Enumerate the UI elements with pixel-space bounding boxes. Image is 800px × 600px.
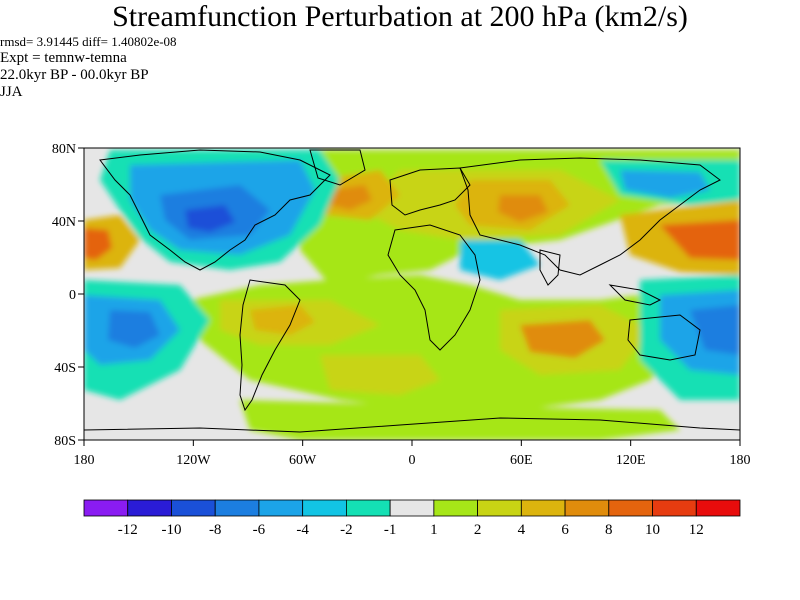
colorbar-swatch xyxy=(302,499,347,517)
lon-tick-label: 0 xyxy=(409,453,416,468)
experiment-label: Expt = temnw-temna xyxy=(0,50,127,66)
colorbar-label: -8 xyxy=(209,522,222,538)
colorbar-swatch xyxy=(433,499,479,517)
map-title: Streamfunction Perturbation at 200 hPa (… xyxy=(112,0,688,33)
colorbar-swatch xyxy=(477,499,522,517)
colorbar-label: 10 xyxy=(645,522,660,538)
colorbar-swatch xyxy=(389,499,435,517)
colorbar-label: -1 xyxy=(384,522,397,538)
lon-tick-label: 120E xyxy=(616,453,646,468)
colorbar-swatch xyxy=(127,499,172,517)
colorbar-label: 4 xyxy=(518,522,526,538)
colorbar-swatch xyxy=(652,499,697,517)
colorbar-swatch xyxy=(83,499,129,517)
colorbar-label: -10 xyxy=(161,522,181,538)
lon-tick-label: 120W xyxy=(176,453,211,468)
latitude-axis: 80N 40N 0 40S 80S xyxy=(52,142,84,449)
colorbar-label: -4 xyxy=(296,522,309,538)
colorbar-swatch xyxy=(520,499,566,517)
lat-tick-label: 0 xyxy=(69,288,76,303)
colorbar-label: -2 xyxy=(340,522,353,538)
lon-tick-label: 60W xyxy=(289,453,317,468)
colorbar-swatch xyxy=(608,499,653,517)
coastlines xyxy=(84,149,740,433)
colorbar-swatch xyxy=(214,499,260,517)
contour-field xyxy=(84,148,740,440)
colorbar-swatch xyxy=(171,499,216,517)
colorbar-label: -12 xyxy=(118,522,138,538)
lat-tick-label: 40S xyxy=(54,361,76,376)
colorbar: -12 -10 -8 -6 -4 -2 -1 1 2 4 6 8 10 12 xyxy=(83,499,741,538)
lat-tick-label: 40N xyxy=(52,215,76,230)
lat-tick-label: 80S xyxy=(54,434,76,449)
lon-tick-label: 60E xyxy=(510,453,533,468)
lon-tick-label: 180 xyxy=(730,453,751,468)
lat-tick-label: 80N xyxy=(52,142,76,157)
longitude-axis: 180 120W 60W 0 60E 120E 180 xyxy=(74,440,751,468)
colorbar-swatch xyxy=(345,499,391,517)
colorbar-label: -6 xyxy=(253,522,266,538)
colorbar-label: 1 xyxy=(430,522,438,538)
lon-tick-label: 180 xyxy=(74,453,95,468)
stats-text: rmsd= 3.91445 diff= 1.40802e-08 xyxy=(0,34,177,49)
colorbar-swatch xyxy=(564,499,610,517)
colorbar-swatch xyxy=(258,499,304,517)
colorbar-swatch xyxy=(695,499,741,517)
period-label: 22.0kyr BP - 00.0kyr BP xyxy=(0,67,149,83)
colorbar-label: 2 xyxy=(474,522,482,538)
season-label: JJA xyxy=(0,84,23,100)
colorbar-label: 6 xyxy=(561,522,569,538)
colorbar-label: 12 xyxy=(689,522,704,538)
colorbar-label: 8 xyxy=(605,522,613,538)
